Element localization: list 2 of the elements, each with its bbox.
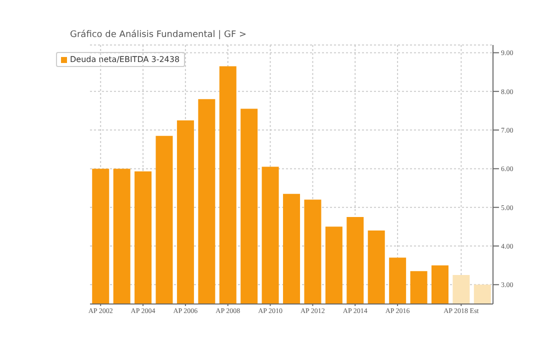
- legend-label: Deuda neta/EBITDA 3-2438: [70, 55, 180, 64]
- chart-title: Gráfico de Análisis Fundamental | GF >: [70, 30, 247, 40]
